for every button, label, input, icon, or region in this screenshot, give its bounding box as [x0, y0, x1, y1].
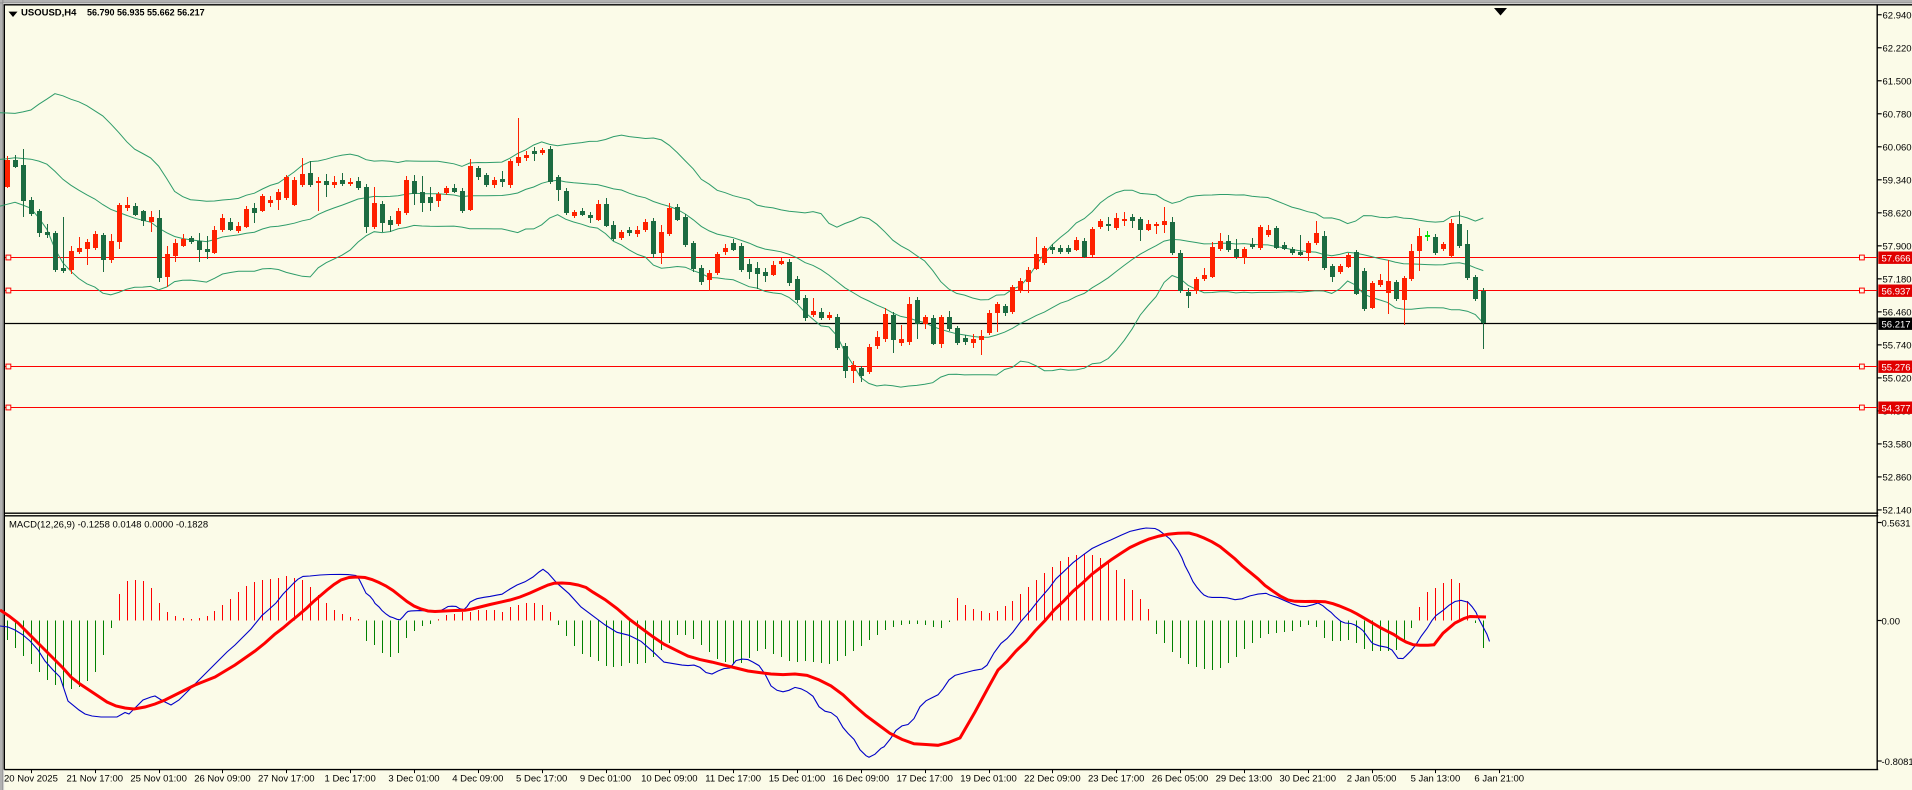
- svg-text:27 Nov 17:00: 27 Nov 17:00: [258, 774, 315, 785]
- svg-text:55.276: 55.276: [1882, 362, 1911, 373]
- svg-text:4 Dec 09:00: 4 Dec 09:00: [452, 774, 503, 785]
- svg-text:55.020: 55.020: [1883, 374, 1912, 385]
- svg-text:6 Jan 21:00: 6 Jan 21:00: [1474, 774, 1524, 785]
- svg-text:16 Dec 09:00: 16 Dec 09:00: [833, 774, 890, 785]
- svg-text:-0.8081: -0.8081: [1882, 757, 1912, 768]
- svg-text:62.220: 62.220: [1883, 44, 1912, 55]
- svg-text:9 Dec 01:00: 9 Dec 01:00: [580, 774, 631, 785]
- svg-text:23 Dec 17:00: 23 Dec 17:00: [1088, 774, 1145, 785]
- svg-text:5 Dec 17:00: 5 Dec 17:00: [516, 774, 567, 785]
- svg-text:60.060: 60.060: [1883, 143, 1912, 154]
- svg-text:59.340: 59.340: [1883, 176, 1912, 187]
- svg-text:54.377: 54.377: [1882, 403, 1911, 414]
- svg-text:19 Dec 01:00: 19 Dec 01:00: [960, 774, 1017, 785]
- svg-text:3 Dec 01:00: 3 Dec 01:00: [388, 774, 439, 785]
- svg-text:17 Dec 17:00: 17 Dec 17:00: [896, 774, 953, 785]
- svg-text:5 Jan 13:00: 5 Jan 13:00: [1411, 774, 1461, 785]
- svg-text:57.900: 57.900: [1883, 242, 1912, 253]
- svg-text:62.940: 62.940: [1883, 11, 1912, 22]
- svg-text:29 Dec 13:00: 29 Dec 13:00: [1216, 774, 1273, 785]
- svg-text:0.5631: 0.5631: [1882, 518, 1911, 529]
- svg-text:11 Dec 17:00: 11 Dec 17:00: [705, 774, 761, 785]
- svg-text:2 Jan 05:00: 2 Jan 05:00: [1347, 774, 1397, 785]
- svg-text:26 Nov 09:00: 26 Nov 09:00: [194, 774, 251, 785]
- svg-text:MACD(12,26,9) -0.1258 0.0148 0: MACD(12,26,9) -0.1258 0.0148 0.0000 -0.1…: [9, 520, 208, 531]
- svg-text:26 Dec 05:00: 26 Dec 05:00: [1152, 774, 1209, 785]
- svg-text:22 Dec 09:00: 22 Dec 09:00: [1024, 774, 1081, 785]
- svg-text:30 Dec 21:00: 30 Dec 21:00: [1279, 774, 1336, 785]
- svg-text:60.780: 60.780: [1883, 110, 1912, 121]
- svg-text:58.620: 58.620: [1883, 209, 1912, 220]
- svg-text:56.217: 56.217: [1882, 319, 1911, 330]
- svg-text:USOUSD,H4: USOUSD,H4: [21, 8, 77, 19]
- svg-text:57.666: 57.666: [1882, 253, 1911, 264]
- svg-text:61.500: 61.500: [1883, 77, 1912, 88]
- svg-text:56.790 56.935 55.662 56.217: 56.790 56.935 55.662 56.217: [87, 8, 205, 18]
- svg-text:25 Nov 01:00: 25 Nov 01:00: [130, 774, 187, 785]
- svg-text:10 Dec 09:00: 10 Dec 09:00: [641, 774, 698, 785]
- svg-text:55.740: 55.740: [1883, 341, 1912, 352]
- svg-text:56.937: 56.937: [1882, 286, 1911, 297]
- svg-text:52.140: 52.140: [1883, 506, 1912, 517]
- svg-text:57.180: 57.180: [1883, 275, 1912, 286]
- svg-text:21 Nov 17:00: 21 Nov 17:00: [67, 774, 124, 785]
- svg-text:15 Dec 01:00: 15 Dec 01:00: [769, 774, 826, 785]
- svg-text:56.460: 56.460: [1883, 308, 1912, 319]
- svg-text:20 Nov 2025: 20 Nov 2025: [4, 774, 58, 785]
- svg-text:1 Dec 17:00: 1 Dec 17:00: [325, 774, 376, 785]
- svg-text:0.00: 0.00: [1882, 616, 1901, 627]
- svg-text:53.580: 53.580: [1883, 440, 1912, 451]
- svg-text:52.860: 52.860: [1883, 473, 1912, 484]
